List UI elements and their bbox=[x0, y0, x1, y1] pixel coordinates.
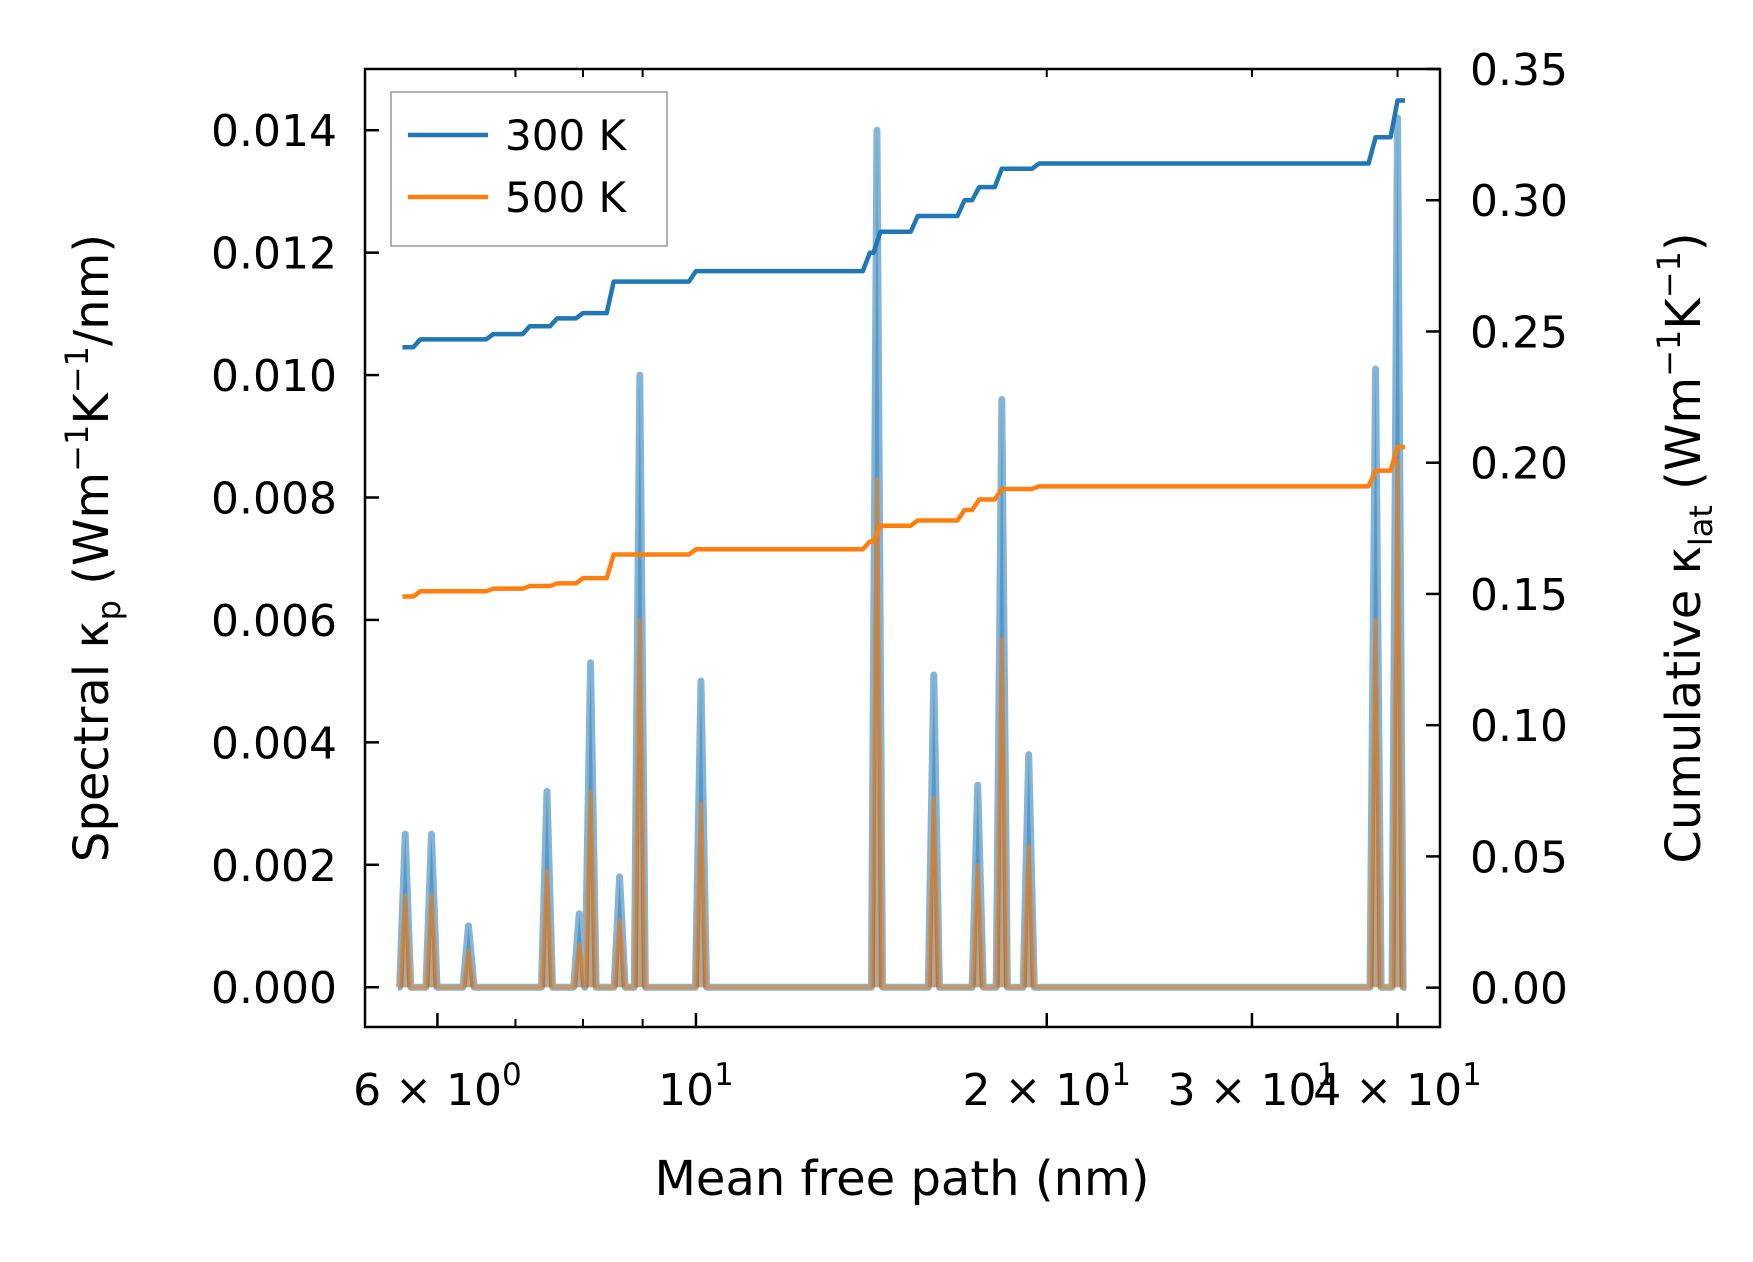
y-right-tick-label-2: 0.10 bbox=[1470, 701, 1568, 752]
y-right-tick-label-4: 0.20 bbox=[1470, 439, 1568, 490]
y-left-tick-label-3: 0.006 bbox=[211, 596, 337, 647]
legend: 300 K 500 K bbox=[390, 91, 668, 247]
legend-box bbox=[390, 91, 668, 247]
cumulative-line-500-k bbox=[402, 444, 1406, 599]
x-axis-label: Mean free path (nm) bbox=[655, 1151, 1150, 1207]
y-axis-right-label: Cumulative κlat (Wm−1K−1) bbox=[1650, 232, 1720, 863]
y-right-tick-label-7: 0.35 bbox=[1470, 45, 1568, 96]
y-right-tick-label-3: 0.15 bbox=[1470, 570, 1568, 621]
spectral-line-500-k bbox=[397, 458, 1407, 990]
cumulative-line-300-k bbox=[402, 98, 1406, 350]
y-axis-left: 0.000 0.002 0.004 0.006 0.008 0.010 0.012 0.014 bbox=[211, 106, 379, 1014]
y-axis-left-label: Spectral κp (Wm−1K−1/nm) bbox=[58, 234, 128, 862]
cumulative-lines bbox=[402, 98, 1406, 599]
spectral-line-300-k bbox=[396, 114, 1407, 991]
x-tick-label-3: 3 × 101 bbox=[1168, 1057, 1337, 1116]
legend-label-300-k: 300 K bbox=[505, 111, 628, 160]
y-left-tick-label-7: 0.014 bbox=[211, 106, 337, 157]
x-tick-label-1: 101 bbox=[658, 1057, 734, 1116]
y-left-tick-label-6: 0.012 bbox=[211, 229, 337, 280]
y-left-tick-label-2: 0.004 bbox=[211, 718, 337, 769]
plot-frame bbox=[363, 67, 1442, 1029]
x-tick-label-4: 4 × 101 bbox=[1313, 1057, 1482, 1116]
y-left-tick-label-1: 0.002 bbox=[211, 841, 337, 892]
y-right-tick-label-6: 0.30 bbox=[1470, 176, 1568, 227]
y-left-tick-label-4: 0.008 bbox=[211, 473, 337, 524]
y-left-tick-label-5: 0.010 bbox=[211, 351, 337, 402]
y-right-tick-label-5: 0.25 bbox=[1470, 307, 1568, 358]
y-axis-right: 0.00 0.05 0.10 0.15 0.20 0.25 0.30 0.35 bbox=[1426, 45, 1568, 1015]
legend-label-500-k: 500 K bbox=[505, 173, 628, 222]
y-left-tick-label-0: 0.000 bbox=[211, 963, 337, 1014]
x-tick-label-0: 6 × 100 bbox=[353, 1057, 522, 1116]
x-tick-label-2: 2 × 101 bbox=[962, 1057, 1131, 1116]
spectral-lines bbox=[396, 114, 1407, 991]
y-right-tick-label-0: 0.00 bbox=[1470, 964, 1568, 1015]
y-right-tick-label-1: 0.05 bbox=[1470, 832, 1568, 883]
